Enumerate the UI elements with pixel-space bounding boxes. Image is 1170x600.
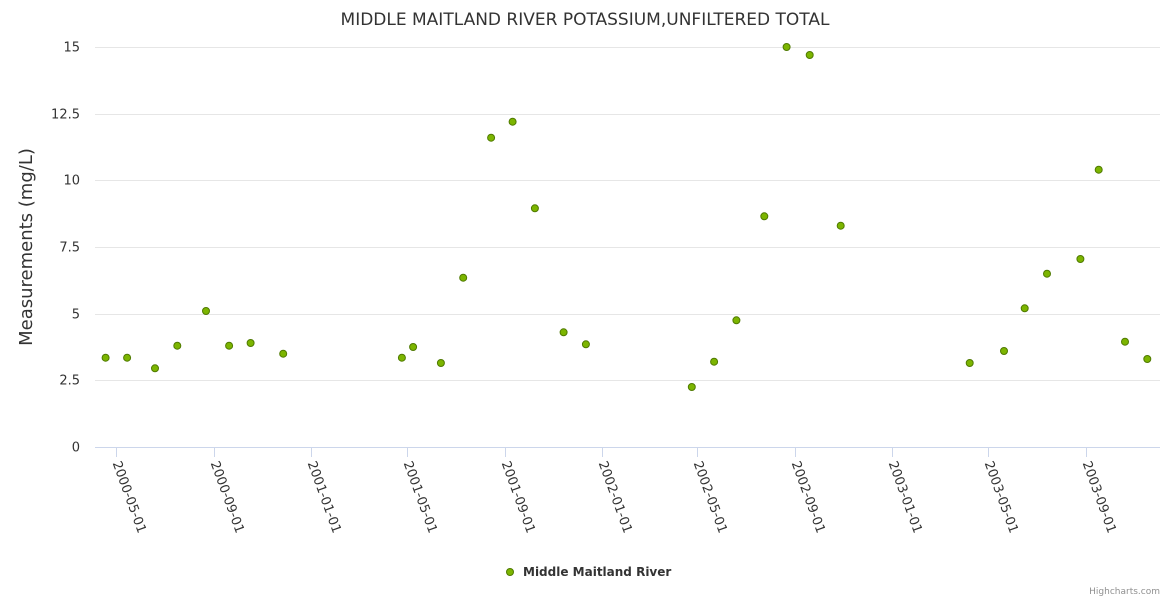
- data-point[interactable]: [1043, 269, 1051, 278]
- data-point[interactable]: [436, 359, 445, 367]
- data-point[interactable]: [836, 221, 845, 230]
- data-point[interactable]: [225, 341, 234, 350]
- data-point[interactable]: [101, 353, 110, 362]
- data-point[interactable]: [1121, 337, 1129, 346]
- data-point[interactable]: [782, 43, 791, 51]
- y-tick-label: 12.5: [51, 108, 80, 123]
- data-point[interactable]: [1094, 165, 1103, 174]
- data-point[interactable]: [202, 307, 210, 315]
- data-point[interactable]: [687, 383, 696, 391]
- y-tick-label: 10: [63, 174, 80, 189]
- data-point[interactable]: [173, 341, 182, 350]
- legend[interactable]: Middle Maitland River: [506, 565, 672, 579]
- data-point[interactable]: [487, 133, 496, 142]
- data-point[interactable]: [459, 273, 468, 282]
- y-axis-tick-labels: 0 2.5 5 7.5 10 12.5 15: [51, 41, 80, 456]
- data-points: [101, 43, 1152, 391]
- data-point[interactable]: [710, 357, 719, 366]
- data-point[interactable]: [1000, 347, 1008, 355]
- data-point[interactable]: [760, 212, 769, 221]
- y-tick-label: 5: [72, 308, 80, 323]
- y-gridlines: [95, 47, 1160, 381]
- credits-link[interactable]: Highcharts.com: [1089, 587, 1160, 597]
- y-axis-title: Measurements (mg/L): [16, 148, 37, 346]
- data-point[interactable]: [805, 51, 814, 59]
- data-point[interactable]: [581, 340, 590, 349]
- data-point[interactable]: [508, 117, 517, 126]
- data-point[interactable]: [530, 204, 539, 213]
- data-point[interactable]: [409, 343, 418, 351]
- y-tick-label: 7.5: [59, 241, 80, 256]
- data-point[interactable]: [1076, 255, 1085, 263]
- chart-title: MIDDLE MAITLAND RIVER POTASSIUM,UNFILTER…: [341, 10, 830, 30]
- data-point[interactable]: [732, 316, 741, 325]
- data-point[interactable]: [1143, 355, 1152, 363]
- data-point[interactable]: [965, 359, 974, 367]
- legend-label[interactable]: Middle Maitland River: [523, 565, 671, 579]
- legend-marker: [506, 568, 514, 576]
- data-point[interactable]: [151, 364, 159, 373]
- data-point[interactable]: [246, 339, 255, 347]
- y-tick-label: 0: [72, 441, 80, 456]
- y-tick-label: 2.5: [59, 374, 80, 389]
- y-tick-label: 15: [63, 41, 80, 56]
- data-point[interactable]: [123, 353, 132, 362]
- data-point[interactable]: [397, 353, 406, 362]
- data-point[interactable]: [1020, 304, 1029, 313]
- data-point[interactable]: [279, 349, 288, 358]
- data-point[interactable]: [559, 328, 568, 337]
